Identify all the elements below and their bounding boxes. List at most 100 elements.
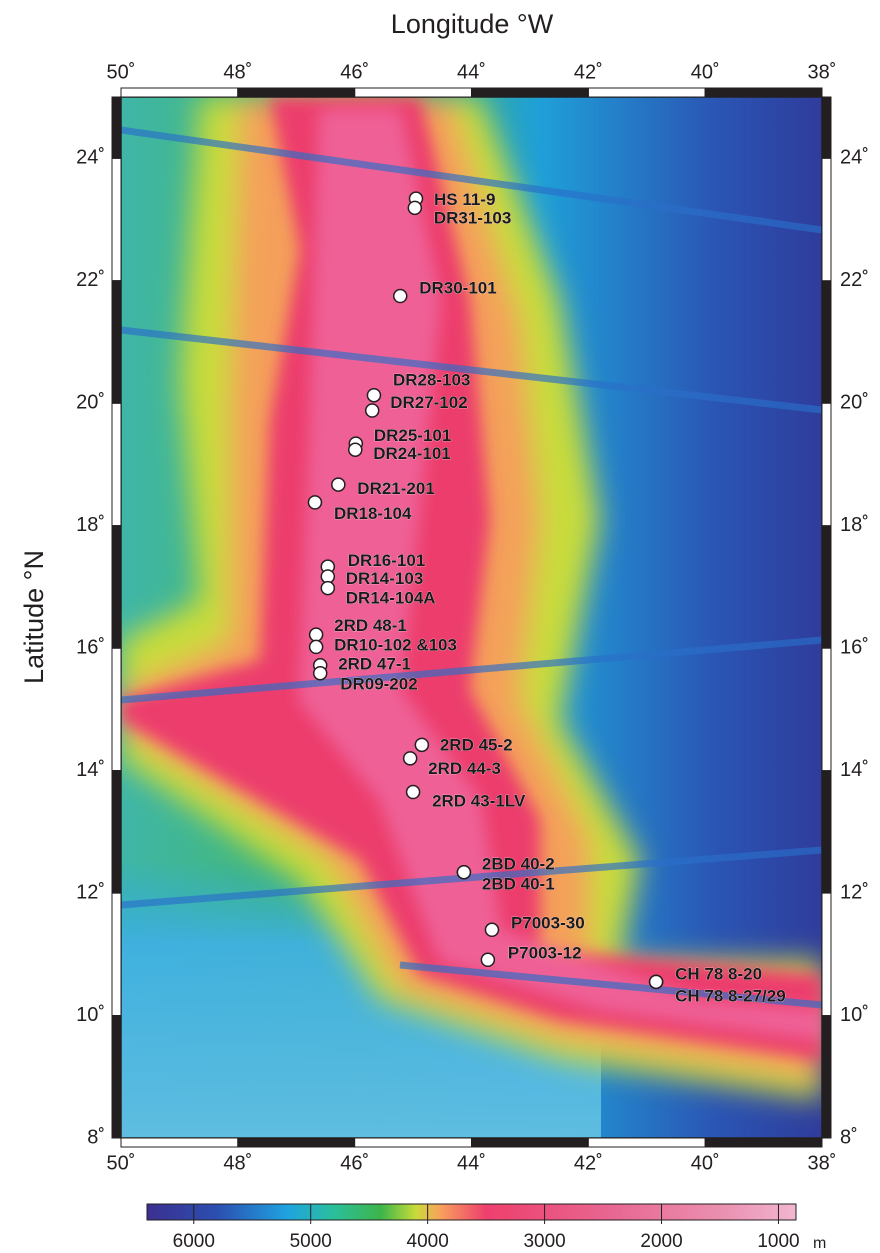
frame-segment <box>112 893 121 1015</box>
colorbar-tick-label: 3000 <box>523 1231 565 1252</box>
frame-segment <box>112 1016 121 1138</box>
sample-point <box>321 582 334 595</box>
frame-segment <box>588 88 705 97</box>
sample-point <box>349 443 362 456</box>
frame-segment <box>705 1138 822 1147</box>
frame-segment <box>238 1138 355 1147</box>
sample-point <box>314 667 327 680</box>
sample-point <box>650 975 663 988</box>
x-tick-label: 48˚ <box>223 1152 252 1174</box>
sample-label: DR16-101 <box>348 551 426 570</box>
y-tick-label: 24˚ <box>76 147 105 169</box>
sample-label: 2RD 43-1LV <box>432 792 526 811</box>
sample-point <box>310 628 323 641</box>
x-tick-label: 46˚ <box>340 1152 369 1174</box>
frame-segment <box>112 648 121 770</box>
frame-segment <box>355 88 472 97</box>
sample-label: DR25-101 <box>374 426 452 445</box>
y-tick-label: 10˚ <box>76 1004 105 1026</box>
x-tick-label: 50˚ <box>107 1152 136 1174</box>
sample-point <box>308 496 321 509</box>
y-tick-label: 12˚ <box>76 881 105 903</box>
frame-segment <box>822 893 831 1015</box>
x-tick-label: 38˚ <box>808 1152 837 1174</box>
sample-label: 2RD 48-1 <box>334 616 407 635</box>
sample-point <box>415 738 428 751</box>
y-tick-label: 20˚ <box>76 391 105 413</box>
sample-point <box>367 389 380 402</box>
y-tick-label: 20˚ <box>840 391 869 413</box>
frame-segment <box>822 1016 831 1138</box>
sample-point <box>404 752 417 765</box>
frame-segment <box>472 88 589 97</box>
y-tick-label: 12˚ <box>840 881 869 903</box>
map-figure: Longitude °W Latitude °N 50˚50˚48˚48˚46˚… <box>0 0 880 1253</box>
x-tick-label: 42˚ <box>574 61 603 83</box>
y-tick-label: 8˚ <box>840 1126 858 1148</box>
frame-segment <box>822 648 831 770</box>
sample-label: CH 78 8-20 <box>675 964 762 983</box>
sample-label: 2RD 45-2 <box>440 735 513 754</box>
sample-point <box>457 866 470 879</box>
colorbar-ramp <box>147 1204 796 1220</box>
sample-point <box>310 640 323 653</box>
sample-label: DR31-103 <box>434 208 512 227</box>
sample-label: DR28-103 <box>393 371 471 390</box>
sample-point <box>485 923 498 936</box>
frame-segment <box>822 526 831 648</box>
y-tick-label: 24˚ <box>840 147 869 169</box>
frame-segment <box>822 158 831 280</box>
sample-label: 2RD 47-1 <box>338 655 411 674</box>
frame-segment <box>822 403 831 525</box>
y-tick-label: 18˚ <box>76 514 105 536</box>
sample-label: DR21-201 <box>357 479 435 498</box>
frame-segment <box>705 88 822 97</box>
sample-label: DR30-101 <box>419 278 497 297</box>
sample-label: DR09-202 <box>340 675 418 694</box>
frame-segment <box>238 88 355 97</box>
y-tick-label: 18˚ <box>840 514 869 536</box>
x-tick-label: 46˚ <box>340 61 369 83</box>
frame-segment <box>112 97 121 158</box>
y-tick-label: 14˚ <box>76 759 105 781</box>
sample-point <box>481 953 494 966</box>
x-tick-label: 40˚ <box>691 1152 720 1174</box>
colorbar-tick-label: 4000 <box>407 1231 449 1252</box>
frame-segment <box>355 1138 472 1147</box>
colorbar-unit: m <box>813 1235 826 1252</box>
sample-label: DR18-104 <box>334 504 412 523</box>
sample-label: P7003-12 <box>508 943 582 962</box>
colorbar-tick-label: 5000 <box>290 1231 332 1252</box>
frame-segment <box>112 403 121 525</box>
frame-segment <box>112 771 121 893</box>
x-tick-label: 38˚ <box>808 61 837 83</box>
sample-label: CH 78 8-27/29 <box>675 986 786 1005</box>
frame-segment <box>588 1138 705 1147</box>
y-tick-label: 8˚ <box>87 1126 105 1148</box>
y-tick-label: 22˚ <box>76 269 105 291</box>
sample-point <box>366 404 379 417</box>
colorbar-tick-label: 1000 <box>757 1231 799 1252</box>
sample-label: DR14-104A <box>346 589 436 608</box>
x-tick-label: 48˚ <box>223 61 252 83</box>
sample-label: DR24-101 <box>373 444 451 463</box>
x-axis-title: Longitude °W <box>391 9 554 39</box>
y-tick-label: 14˚ <box>840 759 869 781</box>
frame-segment <box>112 158 121 280</box>
colorbar-tick-label: 2000 <box>640 1231 682 1252</box>
sample-label: DR10-102 &103 <box>334 635 457 654</box>
y-tick-label: 22˚ <box>840 269 869 291</box>
sample-point <box>332 478 345 491</box>
x-tick-label: 44˚ <box>457 61 486 83</box>
sample-point <box>394 290 407 303</box>
sample-label: DR14-103 <box>346 569 424 588</box>
y-tick-label: 16˚ <box>840 636 869 658</box>
frame-segment <box>822 771 831 893</box>
frame-segment <box>121 88 238 97</box>
y-tick-label: 16˚ <box>76 636 105 658</box>
sample-point <box>407 786 420 799</box>
y-axis-title: Latitude °N <box>19 550 49 684</box>
frame-segment <box>112 281 121 403</box>
frame-segment <box>822 97 831 158</box>
